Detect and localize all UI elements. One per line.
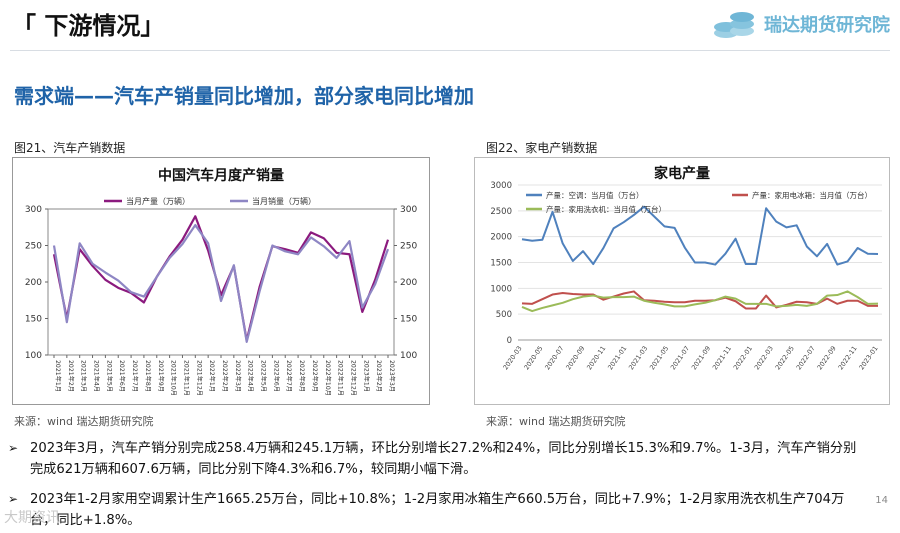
bullet-text: 2023年1-2月家用空调累计生产1665.25万台，同比+10.8%；1-2月… <box>30 492 845 528</box>
chart-title: 中国汽车月度产销量 <box>158 167 284 184</box>
x-tick-label: 2022年6月 <box>272 360 280 392</box>
x-tick-label: 2022年4月 <box>247 360 255 392</box>
x-tick-label: 2021年5月 <box>105 360 113 392</box>
legend-label: 当月销量（万辆） <box>252 196 316 206</box>
x-tick-label: 2021年10月 <box>170 360 178 396</box>
x-tick-label: 2022年12月 <box>349 360 357 396</box>
logo-text: 瑞达期货研究院 <box>764 15 890 36</box>
y-tick-label: 1000 <box>490 284 512 294</box>
y-tick-label-right: 100 <box>400 351 417 361</box>
x-tick-label: 2021年7月 <box>131 360 139 392</box>
x-tick-label: 2023年1月 <box>362 360 370 392</box>
y-tick-label: 0 <box>507 336 512 346</box>
series-line-sales <box>52 223 390 343</box>
source-note-right: 来源：wind 瑞达期货研究院 <box>486 415 626 428</box>
y-tick-label: 2500 <box>490 207 512 217</box>
watermark: 大期资讯 <box>4 510 60 526</box>
series-line-washing-machine <box>521 290 879 313</box>
bullet-car-summary: ➢ 2023年3月，汽车产销分别完成258.4万辆和245.1万辆，环比分别增长… <box>8 438 868 480</box>
appliance-production-chart: 家电产量 0500100015002000250030002020-032020… <box>474 157 890 405</box>
x-tick-label: 2022年2月 <box>221 360 229 392</box>
legend-label: 产量：空调：当月值（万台） <box>546 190 644 200</box>
y-tick-label-right: 250 <box>400 242 417 252</box>
y-tick-label: 500 <box>496 310 512 320</box>
header-divider <box>10 50 890 51</box>
chart-border <box>474 157 890 405</box>
y-tick-label-right: 300 <box>400 205 417 215</box>
chart-border <box>12 157 430 405</box>
y-tick-label-right: 200 <box>400 278 417 288</box>
x-tick-label: 2023年2月 <box>375 360 383 392</box>
legend-label: 产量：家用电冰箱：当月值（万台） <box>752 190 872 200</box>
y-tick-label: 150 <box>25 315 42 325</box>
arrow-bullet-icon: ➢ <box>8 492 19 506</box>
x-tick-label: 2021年3月 <box>80 360 88 392</box>
x-tick-label: 2021年6月 <box>118 360 126 392</box>
x-tick-label: 2021年12月 <box>195 360 203 396</box>
x-tick-label: 2021年9月 <box>157 360 165 392</box>
x-tick-label: 2022年10月 <box>324 360 332 396</box>
legend-label: 产量：家用洗衣机：当月值（万台） <box>546 204 666 214</box>
x-tick-label: 2022年9月 <box>311 360 319 392</box>
x-tick-label: 2022年1月 <box>208 360 216 392</box>
y-tick-label: 250 <box>25 242 42 252</box>
bullet-text: 2023年3月，汽车产销分别完成258.4万辆和245.1万辆，环比分别增长27… <box>30 441 857 477</box>
x-tick-label: 2021年4月 <box>93 360 101 392</box>
y-tick-label: 2000 <box>490 233 512 243</box>
x-tick-label: 2023年3月 <box>388 360 396 392</box>
series-line-air-conditioner <box>521 205 879 266</box>
section-title: 「 下游情况」 <box>12 12 165 40</box>
x-tick-label: 2022年8月 <box>298 360 306 392</box>
x-tick-label: 2021年1月 <box>54 360 62 392</box>
x-tick-label: 2021年8月 <box>144 360 152 392</box>
y-tick-label-right: 150 <box>400 315 417 325</box>
y-tick-label: 300 <box>25 205 42 215</box>
x-tick-label: 2022年5月 <box>260 360 268 392</box>
bullet-appliance-summary: ➢ 2023年1-2月家用空调累计生产1665.25万台，同比+10.8%；1-… <box>8 489 868 531</box>
chart-title: 家电产量 <box>654 165 710 182</box>
x-tick-label: 2022年7月 <box>285 360 293 392</box>
y-tick-label: 100 <box>25 351 42 361</box>
car-production-sales-chart: 中国汽车月度产销量 100 100 150 150 200 200 250 250 300 300… <box>12 157 430 405</box>
company-logo: 瑞达期货研究院 <box>712 6 890 42</box>
source-note-left: 来源：wind 瑞达期货研究院 <box>14 415 154 428</box>
x-tick-label: 2022年3月 <box>234 360 242 392</box>
y-tick-label: 1500 <box>490 259 512 269</box>
slide-heading: 需求端——汽车产销量同比增加，部分家电同比增加 <box>14 84 474 108</box>
x-tick-label: 2021年2月 <box>67 360 75 392</box>
figure-22-caption: 图22、家电产销数据 <box>486 141 598 155</box>
coins-logo-icon <box>714 12 754 38</box>
y-tick-label: 200 <box>25 278 42 288</box>
y-tick-label: 3000 <box>490 181 512 191</box>
legend-label: 当月产量（万辆） <box>126 196 190 206</box>
arrow-bullet-icon: ➢ <box>8 441 19 455</box>
series-line-production <box>52 215 390 342</box>
x-tick-label: 2022年11月 <box>337 360 345 396</box>
x-tick-label: 2021年11月 <box>182 360 190 396</box>
figure-21-caption: 图21、汽车产销数据 <box>14 141 126 155</box>
page-number: 14 <box>875 495 888 506</box>
